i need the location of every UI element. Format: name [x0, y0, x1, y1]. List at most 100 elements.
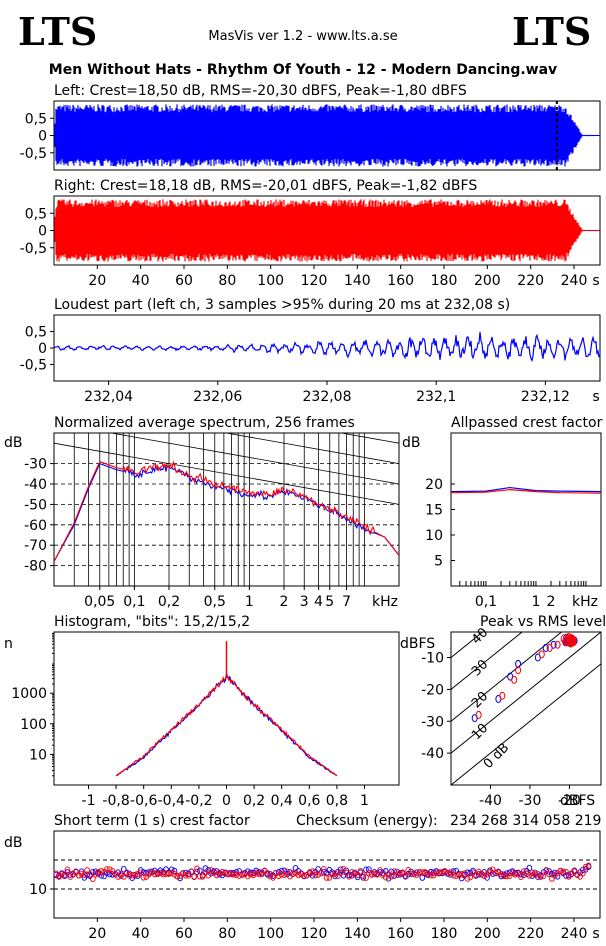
shortcrest-point: [236, 872, 243, 880]
shortcrest-xtick-label: 120: [301, 926, 328, 942]
shortcrest-point: [408, 870, 414, 878]
shortcrest-point: [205, 872, 212, 879]
crest-xtick-label: 1: [531, 594, 540, 610]
peakrms-point: [542, 643, 549, 652]
crest-xtick-label: 2: [547, 594, 556, 610]
app-title: MasVis ver 1.2 - www.lts.a.se: [208, 29, 397, 44]
shortcrest-point: [436, 869, 443, 876]
shortcrest-point: [371, 870, 378, 878]
shortcrest-point: [343, 867, 350, 874]
crest-series-0: [450, 486, 602, 493]
shortcrest-point: [78, 870, 85, 878]
right-xtick-label: 100: [257, 273, 284, 289]
right-ytick-label: -0,5: [20, 241, 47, 257]
shortcrest-xtick-label: 160: [387, 926, 414, 942]
shortcrest-point: [343, 869, 350, 877]
shortcrest-point: [337, 869, 344, 876]
histogram-series-0: [115, 671, 338, 777]
shortcrest-xtick-label: 40: [132, 926, 150, 942]
shortcrest-point: [351, 870, 358, 878]
shortcrest-point: [188, 868, 195, 876]
spectrum-xtick-label: 0,05: [84, 594, 115, 610]
right-xtick-label: 80: [218, 273, 236, 289]
histogram-xtick-label: -0,6: [130, 793, 157, 809]
shortcrest-point: [365, 869, 372, 877]
shortcrest-point: [87, 871, 93, 878]
histogram-xtick-label: 1: [360, 793, 369, 809]
shortcrest-point: [146, 870, 152, 878]
shortcrest-point: [309, 868, 316, 875]
shortcrest-point: [585, 862, 592, 870]
spectrum-title: Normalized average spectrum, 256 frames: [54, 415, 355, 431]
crest-ytick-label: 15: [425, 503, 443, 519]
spectrum-xtick-label: 0,1: [123, 594, 145, 610]
shortcrest-point: [216, 869, 223, 877]
shortcrest-point: [540, 869, 547, 876]
shortcrest-point: [543, 867, 550, 874]
right-xtick-label: 180: [431, 273, 458, 289]
spectrum-slope-line: [54, 321, 399, 382]
peakrms-cluster-point: [560, 634, 568, 644]
shortcrest-point: [165, 870, 172, 877]
shortcrest-point: [402, 872, 409, 879]
shortcrest-point: [180, 870, 186, 877]
right-ytick-label: 0: [38, 224, 47, 240]
peakrms-point: [515, 659, 522, 668]
shortcrest-point: [253, 869, 260, 877]
histogram-ylabel: n: [4, 636, 13, 652]
spectrum-ytick-label: -80: [24, 559, 47, 575]
shortcrest-point: [315, 871, 321, 879]
shortcrest-point: [132, 871, 138, 879]
spectrum-frame: [53, 432, 400, 587]
shortcrest-point: [191, 873, 198, 881]
shortcrest-point: [312, 871, 319, 879]
shortcrest-point: [470, 869, 476, 876]
shortcrest-ylabel: dB: [4, 835, 23, 851]
histogram-xtick-label: 0,6: [298, 793, 320, 809]
spectrum-xtick-label: 2: [280, 594, 289, 610]
shortcrest-point: [284, 868, 290, 875]
shortcrest-point: [140, 874, 147, 881]
right-waveform: [54, 199, 600, 262]
shortcrest-point: [58, 871, 65, 878]
shortcrest-point: [532, 871, 538, 878]
shortcrest-point: [554, 870, 561, 877]
histogram-ytick-label: 10: [29, 747, 47, 763]
crest-xtick-label: 0,1: [475, 594, 497, 610]
peakrms-xtick-label: -40: [479, 793, 502, 809]
histogram-ytick-label: 1000: [11, 686, 47, 702]
shortcrest-xtick-label: 60: [175, 926, 193, 942]
crest-series-1: [450, 489, 602, 494]
shortcrest-point: [275, 872, 282, 880]
shortcrest-point: [182, 872, 189, 879]
shortcrest-point: [233, 871, 240, 879]
shortcrest-point: [301, 872, 307, 879]
loudest-xunit: s: [592, 389, 599, 405]
crest-ytick-label: 10: [425, 528, 443, 544]
shortcrest-point: [318, 869, 324, 877]
shortcrest-xtick-label: 140: [344, 926, 371, 942]
shortcrest-point: [495, 869, 502, 876]
shortcrest-point: [416, 869, 423, 876]
shortcrest-point: [98, 867, 105, 875]
shortcrest-point: [540, 872, 547, 880]
shortcrest-point: [213, 871, 220, 879]
shortcrest-point: [157, 869, 164, 877]
shortcrest-point: [346, 873, 352, 880]
spectrum-slope-line: [339, 433, 399, 444]
shortcrest-point: [242, 870, 248, 878]
shortcrest-point: [456, 871, 462, 879]
shortcrest-point: [104, 866, 110, 873]
spectrum-xtick-label: 0,5: [204, 594, 226, 610]
shortcrest-point: [442, 868, 448, 875]
crest-title: Allpassed crest factor: [451, 415, 603, 431]
crest-ytick-label: 20: [425, 477, 443, 493]
peakrms-ylabel: dBFS: [400, 636, 435, 652]
shortcrest-point: [244, 872, 251, 880]
track-title: Men Without Hats - Rhythm Of Youth - 12 …: [49, 62, 557, 78]
shortcrest-point: [120, 873, 127, 880]
shortcrest-point: [549, 870, 555, 878]
shortcrest-point: [135, 870, 141, 878]
shortcrest-ytick-label: 10: [29, 882, 47, 898]
crest-frame: [450, 432, 602, 587]
